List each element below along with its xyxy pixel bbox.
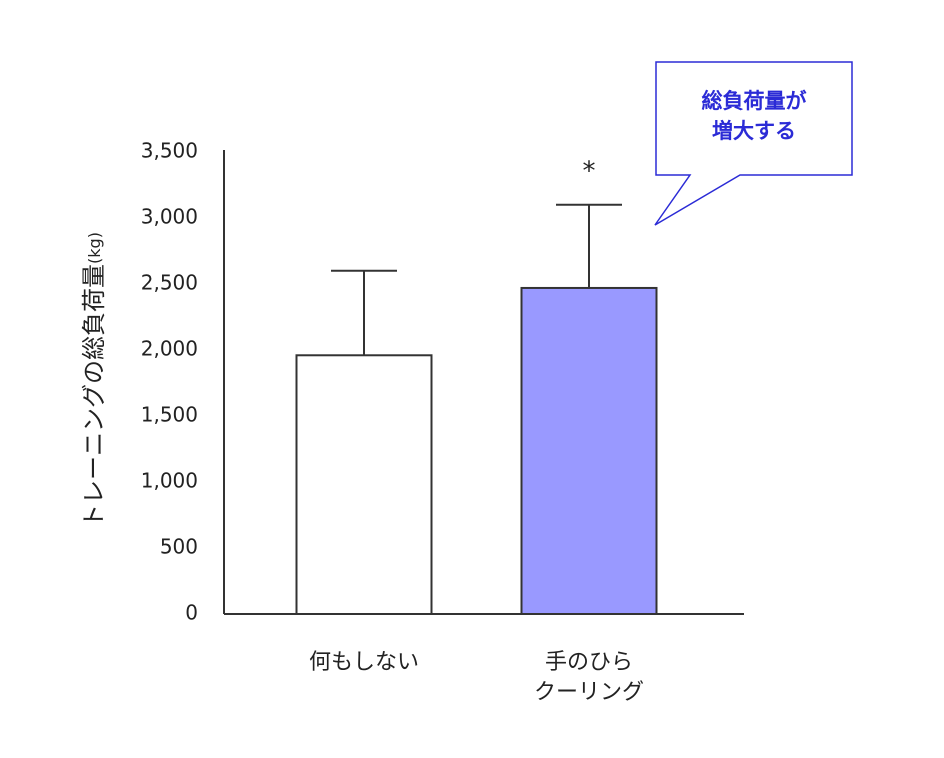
y-tick-label: 500 [160,535,198,559]
significance-mark: * [583,157,596,187]
bar [295,354,433,615]
callout-box [654,61,853,226]
y-label-unit: (kg) [85,232,104,264]
y-tick-label: 1,000 [141,469,198,493]
y-tick-label: 3,000 [141,205,198,229]
bar [520,286,658,615]
x-tick-label: 手のひら クーリング [533,650,644,705]
y-tick-label: 2,500 [141,271,198,295]
y-label-main: トレーニングの総負荷量 [80,264,108,528]
y-axis-label: トレーニングの総負荷量(kg) [80,232,108,528]
y-tick-label: 1,500 [141,403,198,427]
y-tick-label: 3,500 [141,139,198,163]
y-tick-label: 0 [185,601,198,625]
callout-text: 総負荷量が 増大する [701,89,807,143]
x-tick-label: 何もしない [308,650,419,675]
y-tick-label: 2,000 [141,337,198,361]
